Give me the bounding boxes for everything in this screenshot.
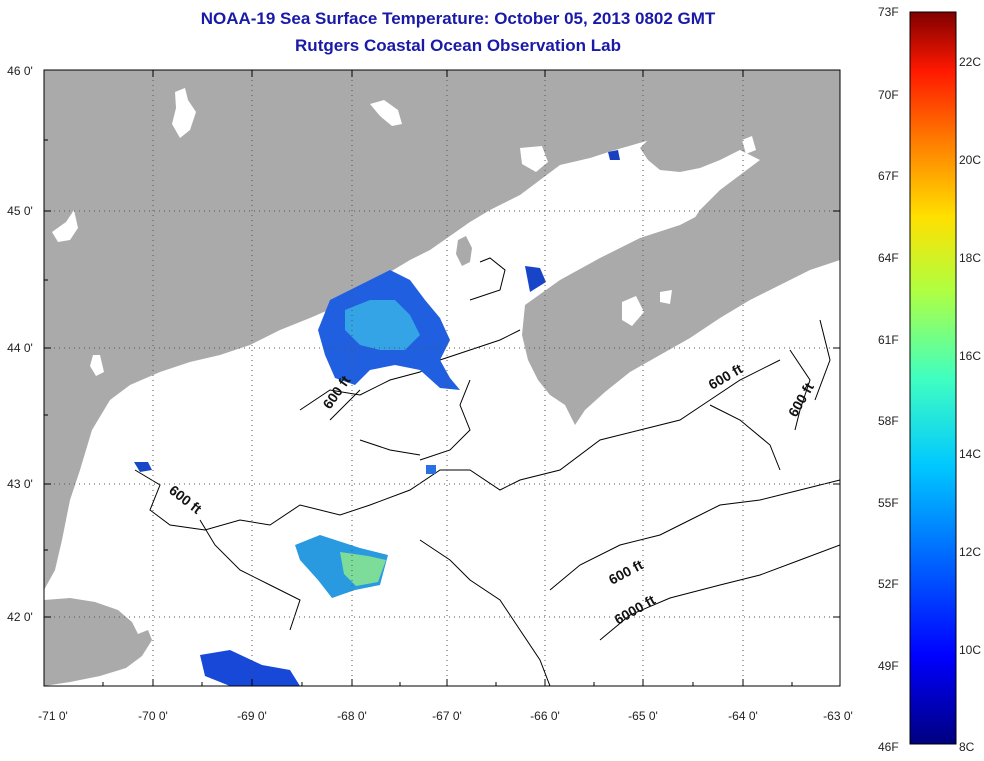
colorbar-label-f: 73F <box>878 5 899 19</box>
sst-patch-small <box>426 465 436 474</box>
colorbar-label-c: 12C <box>959 545 982 559</box>
lat-label: 46 0' <box>7 64 33 78</box>
map-subtitle: Rutgers Coastal Ocean Observation Lab <box>295 36 621 55</box>
lat-label: 45 0' <box>7 204 33 218</box>
lon-label: -71 0' <box>38 709 68 723</box>
sst-patch-small <box>134 462 152 472</box>
lake <box>622 296 644 326</box>
map-frame <box>43 69 841 687</box>
lake <box>742 136 756 154</box>
lon-label: -70 0' <box>138 709 168 723</box>
colorbar-label-f: 55F <box>878 496 899 510</box>
lake <box>90 355 104 376</box>
colorbar-label-f: 70F <box>878 88 899 102</box>
colorbar-label-f: 64F <box>878 251 899 265</box>
sst-patch-fundy <box>525 266 546 292</box>
sst-patch-gulf-of-maine-warm <box>345 300 420 350</box>
colorbar-label-c: 8C <box>959 740 975 754</box>
land-nova-scotia <box>522 205 840 425</box>
colorbar-label-c: 10C <box>959 643 982 657</box>
lake <box>660 290 672 304</box>
lat-label: 43 0' <box>7 477 33 491</box>
lake <box>172 88 196 138</box>
land-new-england <box>44 70 760 590</box>
lon-label: -64 0' <box>728 709 758 723</box>
lake <box>370 100 402 126</box>
colorbar-label-c: 22C <box>959 55 982 69</box>
lon-label: -68 0' <box>337 709 367 723</box>
axis-ticks <box>44 70 840 686</box>
colorbar-label-f: 52F <box>878 577 899 591</box>
lat-label: 42 0' <box>7 610 33 624</box>
lon-label: -69 0' <box>237 709 267 723</box>
colorbar-label-c: 14C <box>959 447 982 461</box>
map-title: NOAA-19 Sea Surface Temperature: October… <box>200 9 716 28</box>
colorbar <box>909 11 957 745</box>
colorbar-label-f: 58F <box>878 414 899 428</box>
lon-label: -65 0' <box>628 709 658 723</box>
lon-label: -66 0' <box>530 709 560 723</box>
land-cape-cod <box>44 598 152 686</box>
lon-label: -67 0' <box>432 709 462 723</box>
land-grand-manan <box>456 236 472 266</box>
colorbar-label-c: 16C <box>959 349 982 363</box>
sst-patch-small <box>608 150 620 160</box>
colorbar-label-f: 67F <box>878 169 899 183</box>
sst-patches <box>134 150 620 686</box>
lat-label: 44 0' <box>7 341 33 355</box>
colorbar-label-f: 61F <box>878 333 899 347</box>
colorbar-label-c: 20C <box>959 153 982 167</box>
sst-patch-southern <box>200 650 300 686</box>
lon-label: -63 0' <box>823 709 853 723</box>
land-new-brunswick <box>600 70 840 270</box>
lake <box>520 146 548 172</box>
lake <box>52 210 78 242</box>
colorbar-label-c: 18C <box>959 251 982 265</box>
colorbar-label-f: 49F <box>878 659 899 673</box>
colorbar-label-f: 46F <box>878 740 899 754</box>
bathymetry-contours <box>134 257 840 686</box>
